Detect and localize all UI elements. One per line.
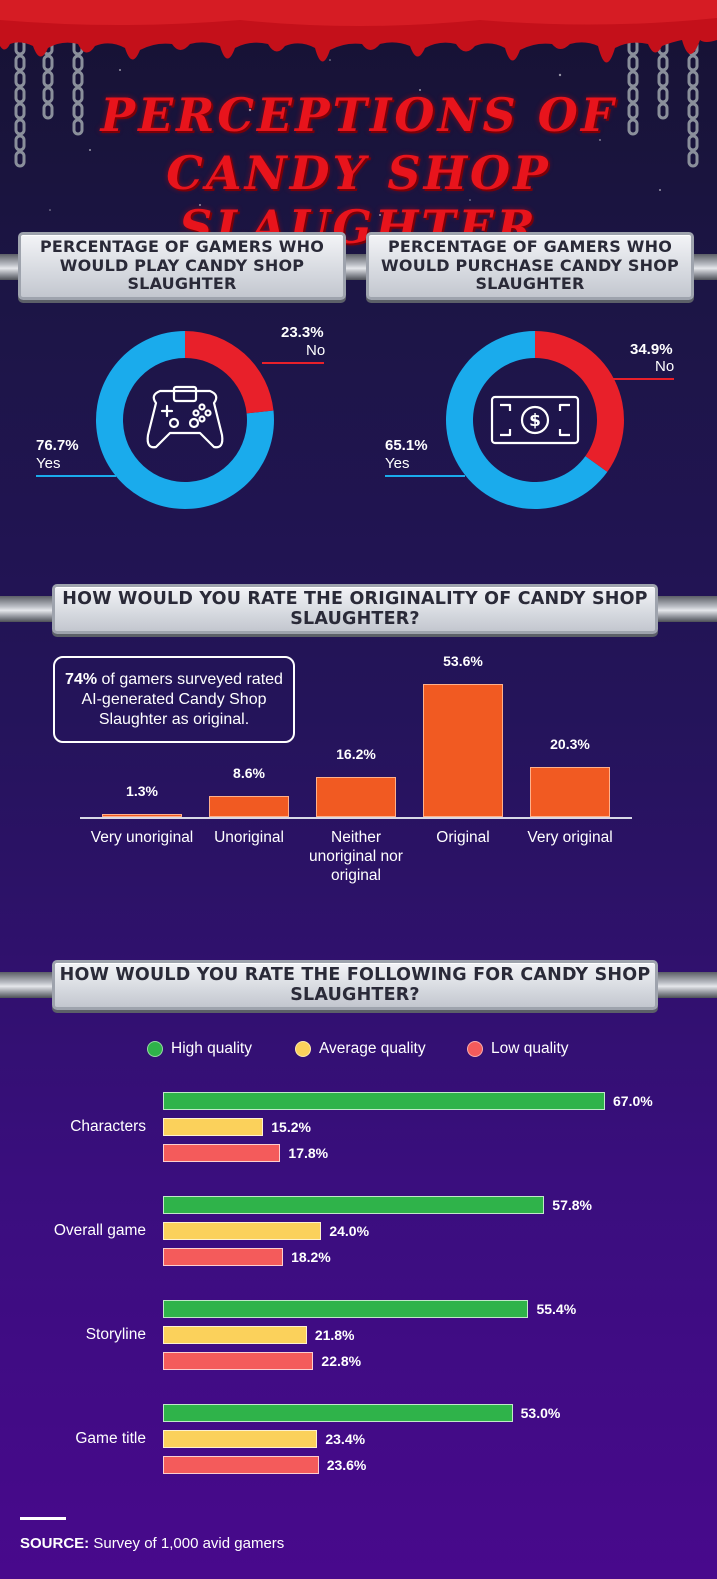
callout-bold: 74% <box>65 670 98 688</box>
originality-bar-4 <box>423 684 503 817</box>
originality-value-label: 53.6% <box>443 653 483 669</box>
ratings-bar-low <box>163 1352 314 1370</box>
originality-category-label: Very original <box>527 829 613 846</box>
purchase-heading: PERCENTAGE OF GAMERS WHO WOULD PURCHASE … <box>366 232 694 300</box>
ratings-bar-high <box>163 1092 605 1110</box>
gamepad-icon <box>146 385 224 449</box>
originality-value-label: 20.3% <box>550 735 590 752</box>
play-donut-chart <box>96 331 274 509</box>
purchase-yes-rule <box>385 475 465 477</box>
legend-average-dot <box>295 1041 311 1057</box>
ratings-bar-average <box>163 1118 264 1136</box>
pipe-originality-right <box>650 596 717 622</box>
originality-category-label: Original <box>436 829 490 846</box>
ratings-value-label: 23.4% <box>325 1431 366 1447</box>
title-line-2: CANDY SHOP SLAUGHTER <box>166 146 551 254</box>
purchase-donut-chart: $ <box>446 331 624 509</box>
source-label: SOURCE: <box>20 1535 90 1552</box>
ratings-bar-high <box>163 1404 513 1422</box>
originality-bar-2 <box>209 795 289 817</box>
ratings-bar-average <box>163 1222 322 1240</box>
source-text: Survey of 1,000 avid gamers <box>93 1535 285 1552</box>
ratings-bar-high <box>163 1196 545 1214</box>
ratings-value-label: 15.2% <box>271 1119 311 1135</box>
ratings-bar-low <box>163 1248 284 1266</box>
ratings-value-label: 24.0% <box>329 1223 370 1239</box>
originality-category-label: Neither unoriginal nor original <box>309 829 403 884</box>
originality-bar-1 <box>102 813 182 817</box>
source-divider <box>20 1517 66 1520</box>
ratings-bar-low <box>163 1144 281 1162</box>
play-donut-yes-slice <box>96 331 274 509</box>
purchase-no-rule <box>612 378 674 380</box>
pipe-ratings-right <box>650 972 717 998</box>
title-line-1: PERCEPTIONS OF <box>100 88 617 142</box>
ratings-value-label: 55.4% <box>536 1301 577 1317</box>
ratings-value-label: 57.8% <box>552 1197 592 1213</box>
originality-category-label: Unoriginal <box>214 829 284 846</box>
originality-bar-3 <box>316 776 396 817</box>
legend-average-label: Average quality <box>319 1040 426 1057</box>
originality-heading: HOW WOULD YOU RATE THE ORIGINALITY OF CA… <box>52 584 658 634</box>
ratings-value-label: 22.8% <box>321 1353 362 1369</box>
legend-high-label: High quality <box>171 1040 252 1057</box>
purchase-donut-no-slice <box>535 331 624 472</box>
ratings-value-label: 67.0% <box>613 1093 653 1109</box>
ratings-value-label: 17.8% <box>288 1145 329 1161</box>
ratings-value-label: 53.0% <box>520 1405 561 1421</box>
purchase-donut-yes-slice <box>446 331 608 509</box>
ratings-bar-average <box>163 1430 318 1448</box>
legend-low-label: Low quality <box>491 1040 569 1057</box>
originality-value-label: 8.6% <box>233 764 265 781</box>
purchase-yes-label: Yes <box>385 455 410 472</box>
source-note: SOURCE: Survey of 1,000 avid gamers <box>20 1535 284 1552</box>
legend-high-dot <box>147 1041 163 1057</box>
originality-bar-5 <box>530 766 610 817</box>
legend-low-dot <box>467 1041 483 1057</box>
header-decoration <box>0 0 717 216</box>
ratings-bar-high <box>163 1300 529 1318</box>
pipe-ratings-left <box>0 972 60 998</box>
ratings-heading: HOW WOULD YOU RATE THE FOLLOWING FOR CAN… <box>52 960 658 1010</box>
ratings-category-label: Overall game <box>53 1222 146 1239</box>
callout-rest: of gamers surveyed rated AI-generated Ca… <box>81 670 283 728</box>
purchase-yes-pct: 65.1% <box>385 437 428 454</box>
play-yes-pct: 76.7% <box>36 437 79 454</box>
stars <box>49 59 661 216</box>
play-no-label: No <box>306 342 326 359</box>
dollar-bill-icon <box>490 395 580 445</box>
ratings-category-label: Storyline <box>85 1326 146 1343</box>
purchase-no-pct: 34.9% <box>630 341 673 358</box>
callout-text: 74% of gamers surveyed rated AI-generate… <box>65 670 283 730</box>
play-yes-label: Yes <box>36 455 61 472</box>
dollar-sign-icon: $ <box>529 411 541 431</box>
play-donut-no-slice <box>185 331 274 414</box>
play-heading: PERCENTAGE OF GAMERS WHO WOULD PLAY CAND… <box>18 232 346 300</box>
originality-callout: 74% of gamers surveyed rated AI-generate… <box>53 656 295 743</box>
originality-value-label: 16.2% <box>336 745 376 762</box>
ratings-category-label: Characters <box>70 1118 146 1135</box>
purchase-no-label: No <box>655 358 675 375</box>
originality-value-label: 1.3% <box>126 782 158 799</box>
ratings-value-label: 18.2% <box>291 1249 331 1265</box>
ratings-value-label: 21.8% <box>314 1327 355 1343</box>
play-yes-rule <box>36 475 116 477</box>
ratings-bar-low <box>163 1456 319 1474</box>
ratings-value-label: 23.6% <box>326 1457 367 1473</box>
play-no-pct: 23.3% <box>281 324 324 341</box>
originality-category-label: Very unoriginal <box>90 829 194 846</box>
ratings-category-label: Game title <box>75 1430 146 1447</box>
ratings-bar-average <box>163 1326 307 1344</box>
play-no-rule <box>262 362 324 364</box>
pipe-originality-left <box>0 596 60 622</box>
originality-axis-line <box>80 817 632 819</box>
